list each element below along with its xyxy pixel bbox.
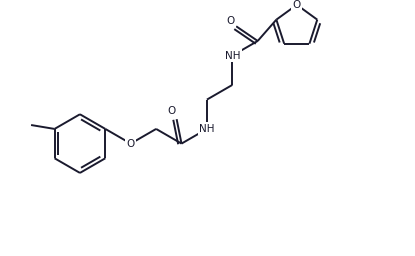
- Text: O: O: [293, 0, 301, 10]
- Text: O: O: [168, 106, 176, 116]
- Text: O: O: [226, 16, 234, 26]
- Text: NH: NH: [225, 51, 240, 61]
- Text: NH: NH: [199, 124, 215, 134]
- Text: O: O: [127, 138, 135, 148]
